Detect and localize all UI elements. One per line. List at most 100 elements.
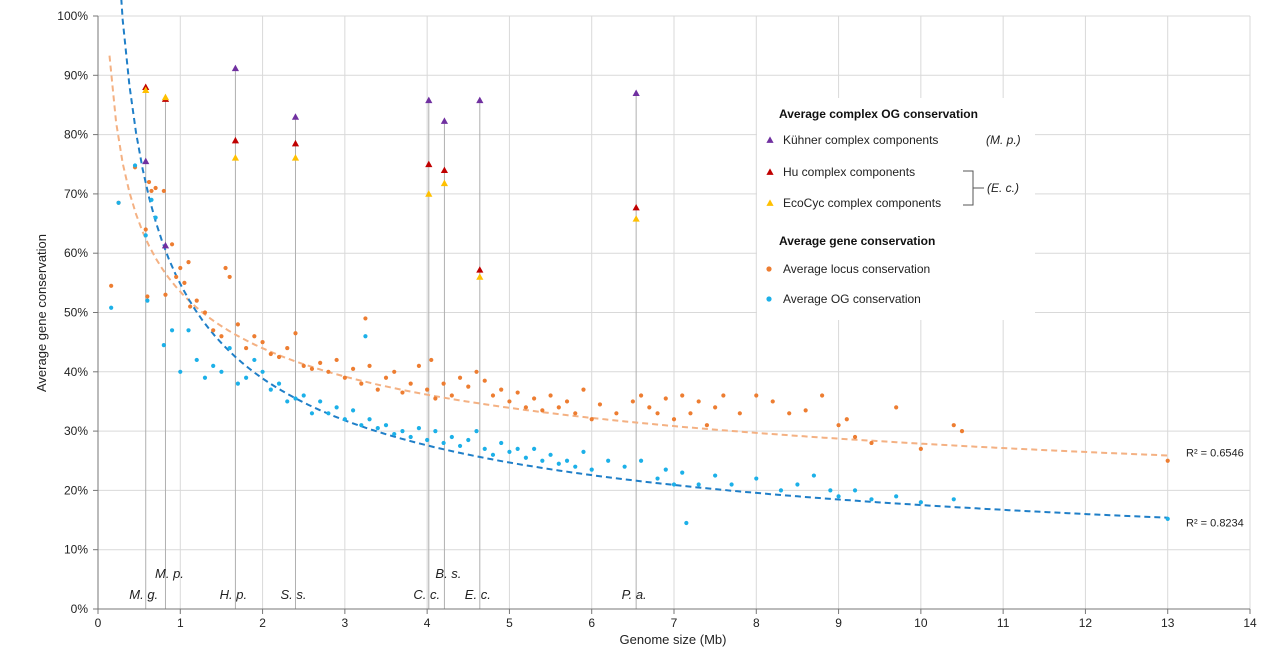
og-point — [363, 334, 368, 339]
og-point — [268, 387, 273, 392]
x-tick-label: 4 — [424, 616, 431, 630]
locus-point — [293, 331, 298, 336]
og-point — [449, 434, 454, 440]
og-point — [474, 429, 479, 434]
species-label: S. s. — [280, 587, 306, 602]
x-tick-label: 12 — [1079, 616, 1093, 630]
og-point — [143, 233, 148, 238]
og-point — [383, 423, 389, 428]
locus-point — [202, 310, 208, 315]
locus-point — [647, 405, 652, 410]
og-point — [490, 452, 496, 457]
og-point — [219, 369, 224, 374]
kuhner-marker — [142, 157, 150, 165]
x-tick-label: 9 — [835, 616, 842, 630]
locus-point — [671, 417, 677, 422]
og-point — [515, 446, 520, 451]
locus-point — [507, 399, 512, 404]
legend-markers — [766, 136, 774, 302]
og-point — [326, 411, 331, 416]
locus-point — [425, 387, 430, 392]
legend: Average complex OG conservation Kühner c… — [757, 98, 1035, 320]
locus-point — [408, 381, 413, 386]
locus-point — [680, 393, 685, 398]
og-point — [457, 443, 463, 449]
og-point — [285, 399, 290, 404]
locus-point — [153, 185, 158, 191]
og-point — [696, 482, 701, 487]
locus-point — [754, 393, 759, 398]
og-point — [441, 440, 446, 446]
species-label: M. g. — [129, 587, 158, 602]
locus-point — [820, 393, 825, 398]
legend-bracket — [963, 170, 984, 206]
og-point — [145, 298, 150, 303]
og-point — [149, 197, 154, 202]
locus-point — [474, 369, 479, 374]
og-point — [227, 345, 232, 351]
ecocyc-marker — [476, 273, 484, 280]
og-point — [548, 452, 553, 457]
y-axis-title: Average gene conservation — [34, 234, 49, 392]
ecocyc-marker — [161, 93, 170, 101]
locus-point — [149, 188, 154, 194]
species-drop-lines — [145, 68, 637, 609]
ecocyc-marker — [425, 190, 433, 197]
y-tick-label: 70% — [64, 187, 88, 201]
og-point — [828, 488, 833, 493]
locus-point — [359, 381, 364, 386]
locus-point — [223, 265, 228, 271]
locus-point — [844, 417, 849, 422]
species-label: P. a. — [622, 587, 647, 602]
locus-point — [655, 411, 660, 416]
og-point — [260, 369, 265, 374]
og-point — [132, 163, 138, 168]
og-point — [276, 381, 282, 386]
locus-point — [334, 357, 339, 363]
y-tick-label: 90% — [64, 68, 88, 82]
locus-point — [301, 363, 306, 368]
hu-marker — [291, 139, 300, 147]
og-point — [466, 437, 471, 443]
locus-point — [375, 387, 380, 392]
og-point — [622, 464, 627, 469]
og-point — [638, 458, 644, 463]
hu-marker — [440, 166, 449, 174]
locus-point — [182, 280, 187, 285]
locus-point — [869, 440, 874, 446]
locus-point — [556, 405, 561, 410]
og-point — [116, 200, 121, 205]
og-point — [375, 426, 380, 431]
locus-point — [161, 188, 166, 194]
locus-r2-label: R² = 0.6546 — [1186, 447, 1244, 459]
og-point — [540, 458, 545, 463]
locus-point — [194, 298, 199, 303]
locus-point — [260, 340, 265, 345]
og-point — [301, 393, 306, 398]
y-tick-label: 80% — [64, 128, 88, 142]
locus-point — [959, 429, 965, 434]
locus-point — [186, 259, 191, 265]
og-point — [433, 429, 438, 434]
og-point — [671, 482, 677, 487]
locus-point — [178, 265, 183, 271]
og-point — [416, 426, 422, 431]
locus-point — [188, 304, 193, 309]
og-point — [425, 437, 430, 443]
og-point — [606, 458, 611, 463]
kuhner-marker — [632, 89, 640, 96]
locus-point — [515, 390, 520, 395]
og-point — [951, 497, 956, 502]
og-point — [523, 455, 528, 460]
kuhner-marker — [291, 113, 300, 120]
og-point — [589, 467, 594, 472]
locus-point — [894, 405, 899, 410]
chart-grid — [98, 15, 1251, 609]
og-point — [342, 417, 347, 422]
x-tick-label: 10 — [914, 616, 928, 630]
r2-labels: R² = 0.6546 R² = 0.8234 — [1186, 447, 1244, 529]
y-tick-label: 50% — [64, 306, 88, 320]
locus-point — [268, 351, 273, 357]
locus-point — [457, 375, 463, 380]
y-tick-label: 30% — [64, 424, 88, 438]
